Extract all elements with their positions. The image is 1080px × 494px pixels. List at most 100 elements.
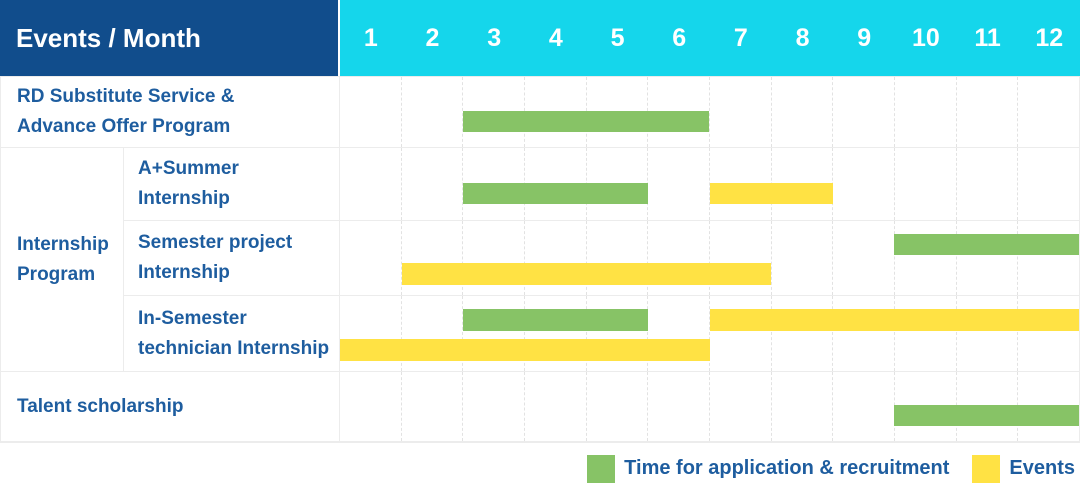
row-label: In-Semester technician Internship [124,296,340,371]
event-bar [709,182,833,205]
gantt-row: In-Semester technician Internship [124,296,1079,371]
event-swatch [972,454,1001,483]
month-gridline [400,221,463,295]
month-gridline [585,372,648,441]
month-gridline [770,221,833,295]
month-gridline [709,296,771,371]
row-label: A+Summer Internship [124,148,340,220]
row-label-line: RD Substitute Service & [17,86,235,107]
application-swatch [587,454,616,483]
legend-item-event: Events [972,454,1075,483]
group-label-line: Internship [17,233,109,255]
month-gridline [647,221,709,295]
month-gridline [462,296,524,371]
application-bar [894,233,1079,256]
month-header-12: 12 [1035,23,1064,52]
row-label-line: Internship [138,262,230,283]
month-gridline [832,372,894,441]
month-gridline [647,296,709,371]
month-gridline [585,221,648,295]
month-gridline [400,372,463,441]
row-label-line: technician Internship [138,337,330,359]
month-gridline [770,372,833,441]
row-label-line: Advance Offer Program [17,116,231,137]
event-bar [401,263,772,285]
month-gridline [462,77,524,147]
month-gridline [1017,77,1079,147]
month-gridline [400,148,463,220]
month-gridline [894,221,956,295]
application-bar [463,308,648,331]
month-gridline [340,148,401,220]
row-label: RD Substitute Service & Advance Offer Pro… [1,77,340,147]
row-chart-area [340,221,1079,295]
month-header-5: 5 [610,23,625,52]
gantt-row: RD Substitute Service & Advance Offer Pro… [1,77,1079,148]
row-chart-area [340,77,1079,147]
month-gridline [462,148,524,220]
month-gridlines [340,296,1079,371]
month-gridline [400,296,463,371]
month-header-6: 6 [672,23,687,52]
month-gridline [709,372,771,441]
month-gridline [462,372,524,441]
events-month-header: Events / Month [0,0,338,76]
month-gridline [832,221,894,295]
month-gridline [1017,296,1079,371]
row-label-line: Internship [138,188,230,209]
month-gridline [770,296,833,371]
row-label-line: Semester project [138,232,293,253]
gantt-row: Semester project Internship [124,221,1079,296]
month-gridline [894,296,956,371]
month-gridline [585,296,648,371]
gantt-table-body: RD Substitute Service & Advance Offer Pro… [0,76,1080,443]
row-label-line: In-Semester [138,307,247,329]
month-gridline [524,296,586,371]
header-divider [338,0,340,76]
month-header-7: 7 [733,23,748,52]
legend: Time for application & recruitment Events [0,443,1080,494]
row-label-line: Talent scholarship [17,395,184,417]
row-label: Talent scholarship [1,372,340,441]
month-gridline [340,77,401,147]
month-gridline [955,148,1018,220]
month-header-row: 1 2 3 4 5 6 7 8 9 10 11 12 [340,0,1080,76]
month-header-3: 3 [487,23,502,52]
group-sub-rows: A+Summer Internship Semester project Intern… [124,148,1079,371]
month-header-1: 1 [363,23,378,52]
month-gridline [1017,148,1079,220]
month-gridline [524,221,586,295]
month-gridlines [340,221,1079,295]
month-gridline [955,296,1018,371]
month-header-4: 4 [548,23,563,52]
month-gridline [832,77,894,147]
internship-program-group: Internship Program A+Summer Internship Semes… [1,148,1079,372]
legend-label: Events [1009,457,1075,479]
month-gridline [832,148,894,220]
month-gridline [894,148,956,220]
month-gridline [647,148,709,220]
row-chart-area [340,372,1079,441]
gantt-row: Talent scholarship [1,372,1079,442]
month-gridline [524,372,586,441]
row-chart-area [340,148,1079,220]
month-gridline [647,372,709,441]
row-chart-area [340,296,1079,371]
row-label: Semester project Internship [124,221,340,295]
event-bar [709,308,1079,331]
month-gridline [462,221,524,295]
group-label: Internship Program [1,148,124,371]
group-label-line: Program [17,263,96,285]
row-label-line: A+Summer [138,158,239,179]
month-gridlines [340,77,1079,147]
month-gridline [709,221,771,295]
application-bar [463,182,648,205]
month-gridline [400,77,463,147]
month-header-9: 9 [857,23,872,52]
month-header-2: 2 [425,23,440,52]
month-gridline [770,77,833,147]
month-gridline [955,77,1018,147]
month-gridline [832,296,894,371]
gantt-row: A+Summer Internship [124,148,1079,221]
